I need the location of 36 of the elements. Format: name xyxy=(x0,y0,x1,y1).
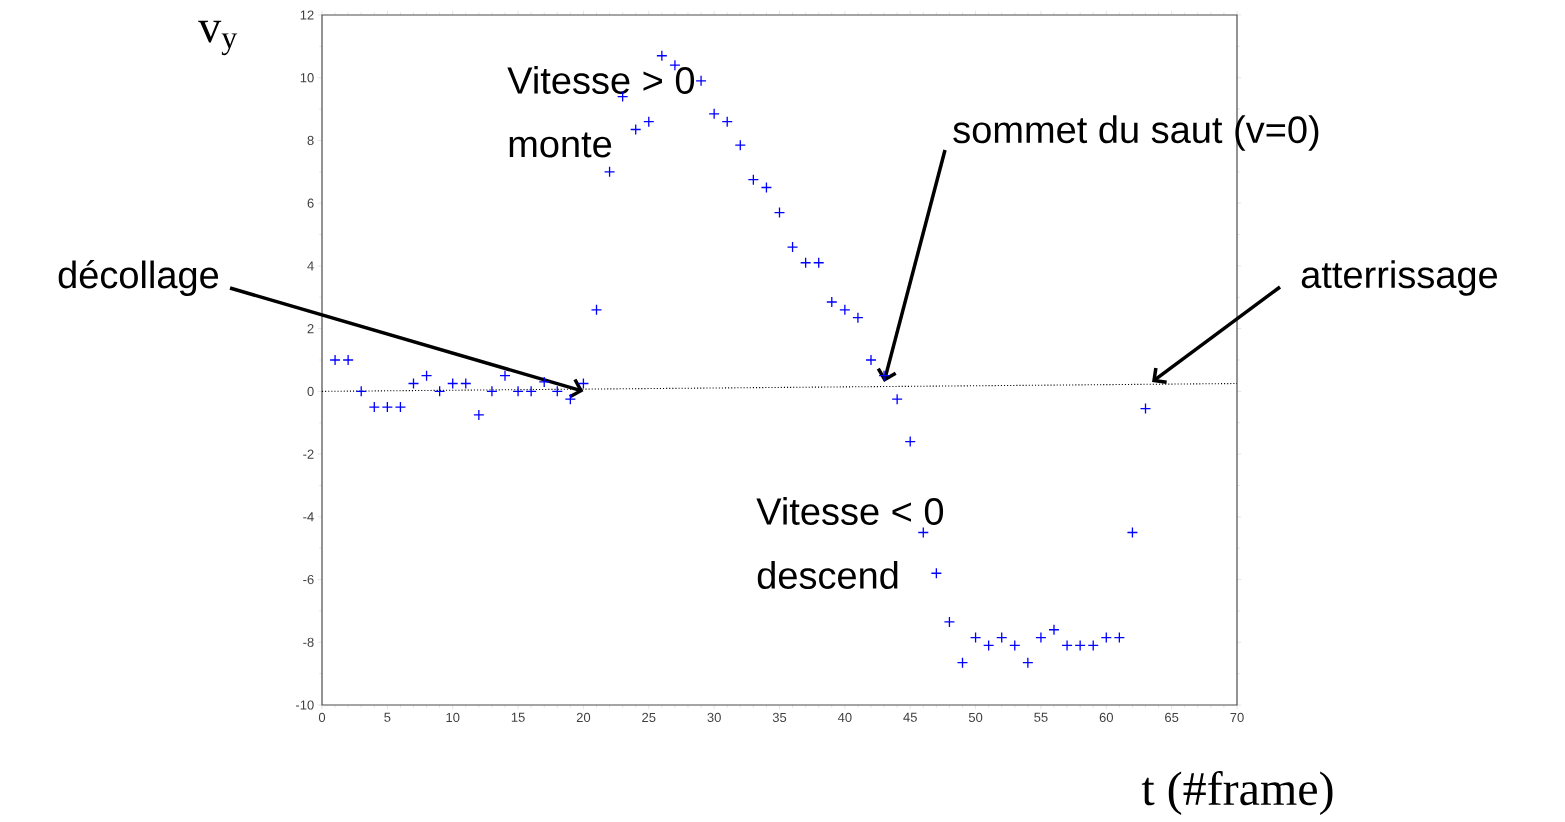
annotation: monte xyxy=(509,132,612,158)
annotation: descend xyxy=(757,561,898,589)
y-tick-label: -8 xyxy=(303,637,314,647)
x-tick-label: 15 xyxy=(511,712,525,722)
x-tick-label: 50 xyxy=(968,712,983,723)
x-tick-label: 70 xyxy=(1230,712,1244,723)
y-tick-label: -4 xyxy=(303,512,314,522)
x-tick-label: 30 xyxy=(707,712,721,723)
y-tick-label: 12 xyxy=(300,10,314,20)
y-tick-label: 4 xyxy=(307,261,314,271)
y-tick-label: 6 xyxy=(307,198,314,208)
y-tick-label: 2 xyxy=(307,324,314,334)
annotation: décollage xyxy=(58,260,219,296)
x-tick-label: 10 xyxy=(446,712,460,723)
y-axis-title: v$_{y}$ xyxy=(198,20,238,56)
annotation: atterrissage xyxy=(1301,260,1498,296)
y-tick-label: -2 xyxy=(303,449,314,459)
x-tick-label: 65 xyxy=(1165,712,1179,723)
x-tick-label: 45 xyxy=(903,712,917,722)
x-tick-label: 0 xyxy=(318,712,326,723)
x-tick-label: 25 xyxy=(642,712,656,723)
y-tick-label: 0 xyxy=(307,386,314,396)
annotation: Vitesse < 0 xyxy=(756,497,944,525)
x-tick-label: 20 xyxy=(576,712,591,723)
x-tick-label: 40 xyxy=(837,712,852,723)
y-tick-label: -6 xyxy=(303,574,314,585)
x-tick-label: 35 xyxy=(772,712,787,723)
annotation: sommet du saut (v=0) xyxy=(953,115,1319,151)
x-tick-label: 60 xyxy=(1099,712,1114,723)
annotation: Vitesse > 0 xyxy=(507,66,695,94)
x-axis-title: t (#frame) xyxy=(1141,770,1333,816)
x-tick-label: 5 xyxy=(384,712,391,722)
y-tick-label: 10 xyxy=(300,73,314,83)
x-tick-label: 55 xyxy=(1034,712,1048,722)
y-tick-label: 8 xyxy=(307,135,314,146)
y-tick-label: -10 xyxy=(295,700,314,710)
